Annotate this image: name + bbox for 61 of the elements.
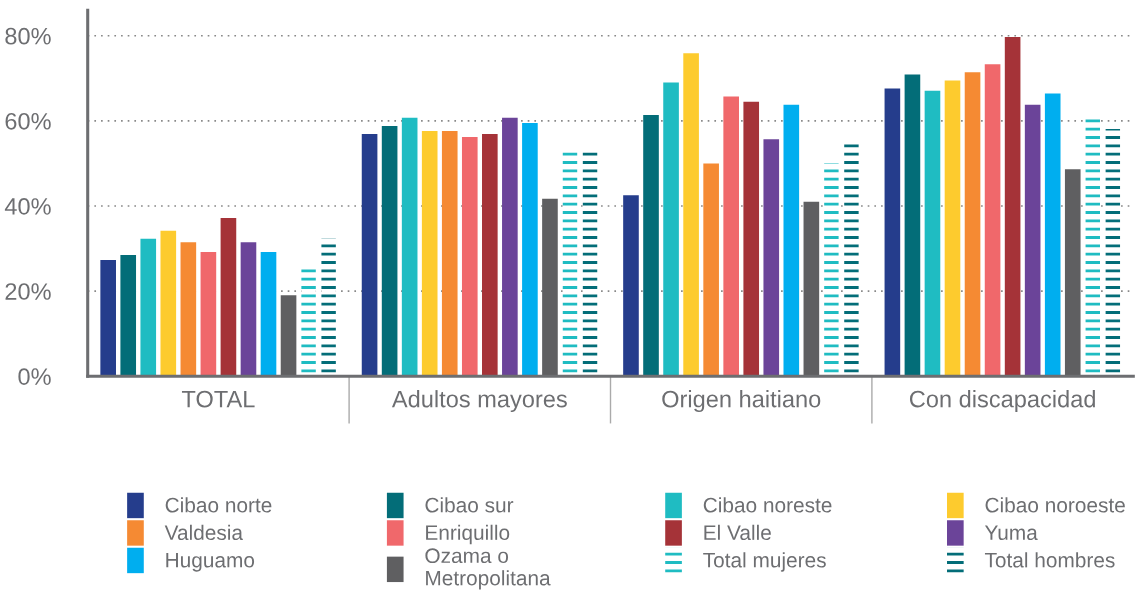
legend-label: El Valle (704, 524, 771, 541)
bar (944, 80, 961, 377)
legend-label: Cibao sur (425, 497, 514, 513)
bar (522, 122, 538, 377)
y-tick-label: 0% (18, 368, 51, 385)
bar (904, 74, 921, 377)
bar (643, 114, 659, 377)
bar (663, 82, 679, 377)
bar (120, 254, 137, 377)
legend-label: Enriquillo (426, 524, 510, 545)
y-tick-label: 80% (5, 27, 51, 45)
x-tick-label: Origen haitiano (662, 390, 821, 413)
bar (381, 125, 398, 377)
y-tick-label: 60% (5, 112, 51, 130)
x-tick-label: Adultos mayores (391, 390, 567, 413)
y-tick-label: 20% (5, 283, 51, 300)
bar (240, 242, 257, 377)
bar (623, 195, 639, 377)
bar (100, 260, 116, 377)
legend-label: Cibao noreste (703, 497, 832, 513)
bar (220, 217, 237, 377)
bar (723, 96, 739, 377)
bar (703, 163, 719, 377)
bar (361, 134, 378, 377)
bar (200, 251, 217, 377)
bar (884, 88, 901, 377)
bar (783, 104, 800, 377)
legend-label: Total hombres (984, 552, 1115, 568)
bar (441, 131, 458, 377)
legend-label: Cibao norte (165, 497, 272, 513)
x-tick-label: TOTAL (181, 390, 255, 408)
bar (461, 137, 478, 377)
bar (180, 242, 197, 377)
bar (1004, 37, 1021, 377)
bar (743, 101, 760, 377)
legend-label: Huguamo (166, 553, 255, 572)
bar (421, 131, 438, 377)
bar (542, 198, 558, 377)
legend-label: Yuma (984, 525, 1038, 541)
bar (984, 64, 1001, 377)
legend-label: Ozama o Metropolitana (425, 548, 551, 590)
bar (763, 139, 780, 377)
bar (1064, 169, 1081, 377)
bar (280, 295, 297, 377)
legend-label: Cibao noroeste (985, 497, 1125, 513)
bar (502, 117, 518, 377)
legend-label: Total mujeres (703, 552, 826, 572)
bar (924, 90, 941, 377)
bar (482, 134, 498, 377)
bar (140, 238, 157, 377)
bar (683, 53, 699, 377)
x-tick-label: Con discapacidad (909, 390, 1095, 413)
bar (260, 251, 277, 377)
bar (160, 230, 177, 377)
y-tick-label: 40% (4, 198, 51, 215)
bar (964, 72, 981, 377)
bar (1044, 93, 1061, 377)
legend-label: Valdesia (164, 524, 243, 541)
bar (1024, 104, 1041, 377)
bar (803, 201, 820, 377)
bar (401, 117, 418, 377)
